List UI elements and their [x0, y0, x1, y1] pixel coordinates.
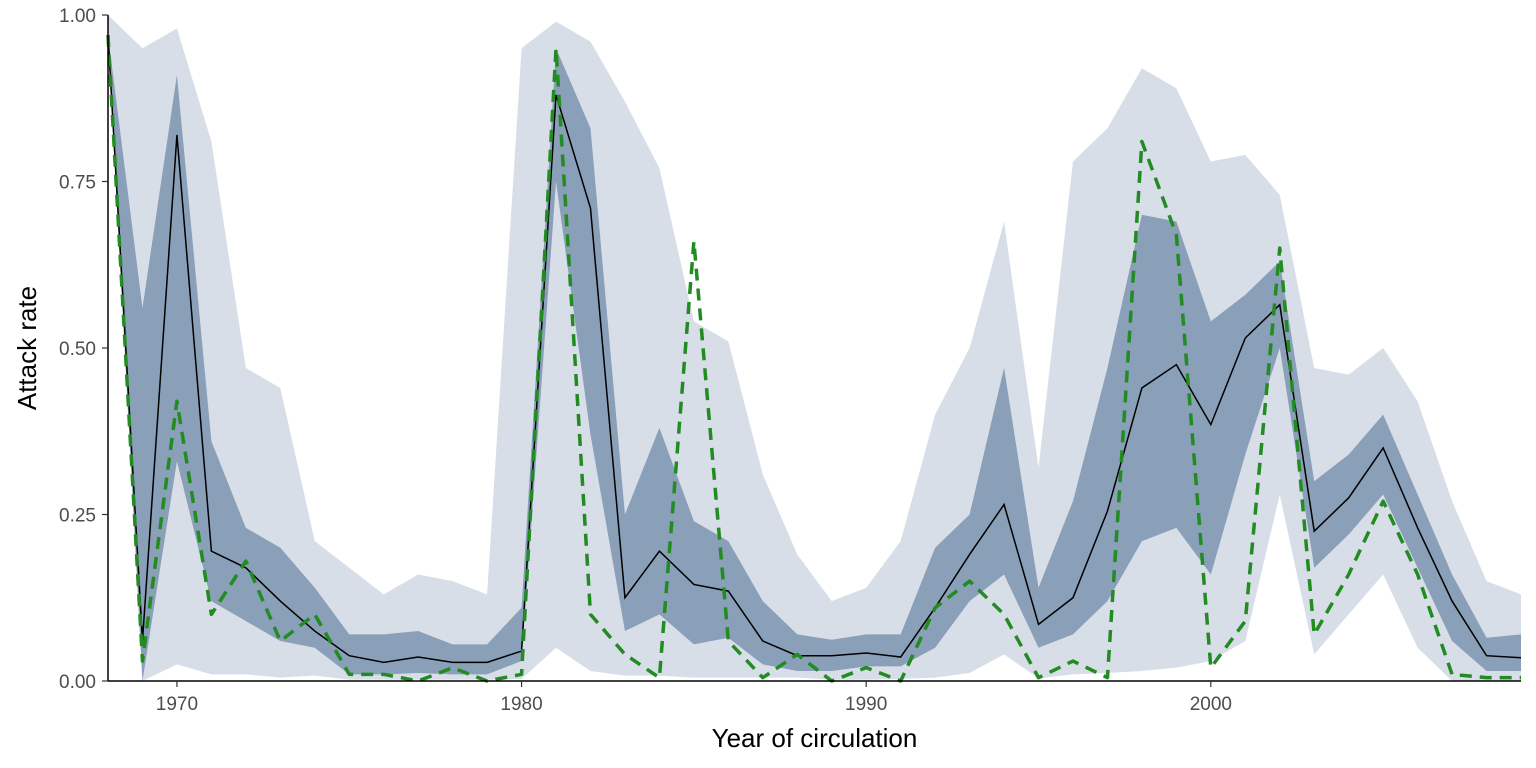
x-axis-title: Year of circulation	[712, 723, 918, 753]
ticks: 0.00 0.25 0.50 0.75 1.00 1970 1980 1990 2000	[59, 6, 1232, 715]
x-tick-label: 1980	[500, 694, 542, 715]
x-tick-label: 1990	[845, 694, 887, 715]
uncertainty-bands	[108, 15, 1521, 682]
y-tick-label: 0.25	[59, 506, 96, 527]
y-tick-label: 0.75	[59, 173, 96, 194]
y-tick-label: 1.00	[59, 6, 96, 27]
y-axis-title: Attack rate	[12, 286, 42, 410]
x-tick-label: 2000	[1190, 694, 1232, 715]
series-lines	[106, 34, 1522, 683]
inner-band	[108, 34, 1521, 682]
x-tick-label: 1970	[156, 694, 198, 715]
y-tick-label: 0.00	[59, 672, 96, 693]
observed-line	[106, 34, 1521, 683]
y-tick-label: 0.50	[59, 339, 96, 360]
median-line	[107, 34, 1522, 664]
